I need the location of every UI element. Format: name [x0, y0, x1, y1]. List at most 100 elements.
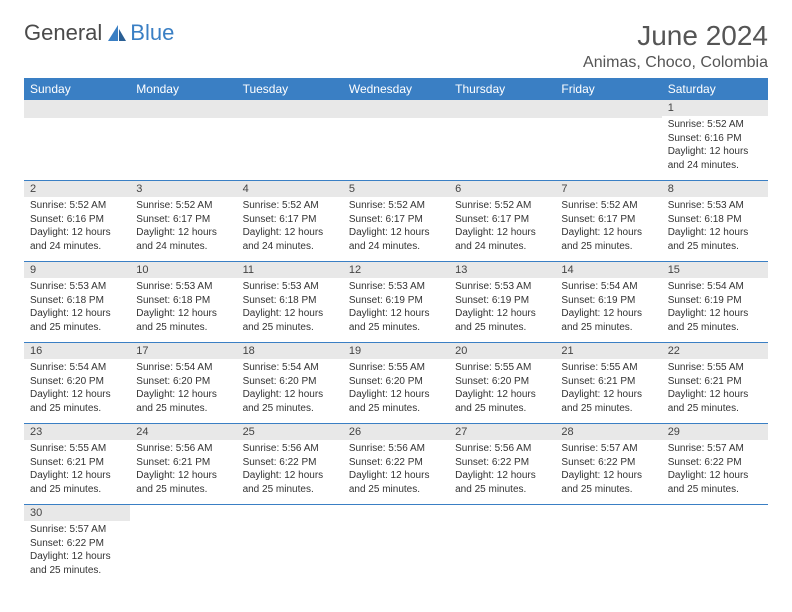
day-details: Sunrise: 5:52 AMSunset: 6:17 PMDaylight:…	[555, 197, 661, 257]
day-details: Sunrise: 5:52 AMSunset: 6:16 PMDaylight:…	[662, 116, 768, 176]
day-details: Sunrise: 5:52 AMSunset: 6:17 PMDaylight:…	[237, 197, 343, 257]
day-details: Sunrise: 5:56 AMSunset: 6:22 PMDaylight:…	[237, 440, 343, 500]
calendar-empty	[449, 100, 555, 181]
logo: General Blue	[24, 20, 174, 46]
weekday-header: Sunday	[24, 78, 130, 100]
day-number: 18	[237, 343, 343, 359]
weekday-header-row: Sunday Monday Tuesday Wednesday Thursday…	[24, 78, 768, 100]
day-number: 13	[449, 262, 555, 278]
calendar-empty	[449, 505, 555, 586]
location: Animas, Choco, Colombia	[583, 54, 768, 72]
day-number: 19	[343, 343, 449, 359]
calendar-day: 4Sunrise: 5:52 AMSunset: 6:17 PMDaylight…	[237, 181, 343, 262]
day-number: 25	[237, 424, 343, 440]
calendar-day: 15Sunrise: 5:54 AMSunset: 6:19 PMDayligh…	[662, 262, 768, 343]
calendar-empty	[662, 505, 768, 586]
calendar-day: 23Sunrise: 5:55 AMSunset: 6:21 PMDayligh…	[24, 424, 130, 505]
calendar-day: 2Sunrise: 5:52 AMSunset: 6:16 PMDaylight…	[24, 181, 130, 262]
calendar-day: 24Sunrise: 5:56 AMSunset: 6:21 PMDayligh…	[130, 424, 236, 505]
day-details: Sunrise: 5:56 AMSunset: 6:22 PMDaylight:…	[343, 440, 449, 500]
calendar-row: 2Sunrise: 5:52 AMSunset: 6:16 PMDaylight…	[24, 181, 768, 262]
day-number: 27	[449, 424, 555, 440]
weekday-header: Thursday	[449, 78, 555, 100]
weekday-header: Monday	[130, 78, 236, 100]
day-number: 21	[555, 343, 661, 359]
day-number: 23	[24, 424, 130, 440]
calendar-empty	[130, 100, 236, 181]
calendar-day: 1Sunrise: 5:52 AMSunset: 6:16 PMDaylight…	[662, 100, 768, 181]
day-number: 8	[662, 181, 768, 197]
day-details: Sunrise: 5:52 AMSunset: 6:17 PMDaylight:…	[343, 197, 449, 257]
calendar-day: 21Sunrise: 5:55 AMSunset: 6:21 PMDayligh…	[555, 343, 661, 424]
calendar-day: 13Sunrise: 5:53 AMSunset: 6:19 PMDayligh…	[449, 262, 555, 343]
day-details: Sunrise: 5:52 AMSunset: 6:16 PMDaylight:…	[24, 197, 130, 257]
calendar-empty	[130, 505, 236, 586]
day-details: Sunrise: 5:53 AMSunset: 6:18 PMDaylight:…	[24, 278, 130, 338]
day-number: 12	[343, 262, 449, 278]
empty-daynum	[449, 100, 555, 118]
day-number: 26	[343, 424, 449, 440]
day-number: 24	[130, 424, 236, 440]
calendar-day: 17Sunrise: 5:54 AMSunset: 6:20 PMDayligh…	[130, 343, 236, 424]
day-details: Sunrise: 5:56 AMSunset: 6:22 PMDaylight:…	[449, 440, 555, 500]
sail-icon	[106, 23, 128, 43]
day-details: Sunrise: 5:54 AMSunset: 6:20 PMDaylight:…	[130, 359, 236, 419]
calendar-row: 9Sunrise: 5:53 AMSunset: 6:18 PMDaylight…	[24, 262, 768, 343]
day-details: Sunrise: 5:53 AMSunset: 6:19 PMDaylight:…	[449, 278, 555, 338]
header: General Blue June 2024 Animas, Choco, Co…	[24, 20, 768, 72]
day-number: 6	[449, 181, 555, 197]
calendar-day: 3Sunrise: 5:52 AMSunset: 6:17 PMDaylight…	[130, 181, 236, 262]
day-details: Sunrise: 5:52 AMSunset: 6:17 PMDaylight:…	[449, 197, 555, 257]
weekday-header: Wednesday	[343, 78, 449, 100]
logo-text-2: Blue	[130, 20, 174, 46]
day-details: Sunrise: 5:52 AMSunset: 6:17 PMDaylight:…	[130, 197, 236, 257]
weekday-header: Tuesday	[237, 78, 343, 100]
calendar-day: 6Sunrise: 5:52 AMSunset: 6:17 PMDaylight…	[449, 181, 555, 262]
day-details: Sunrise: 5:54 AMSunset: 6:20 PMDaylight:…	[24, 359, 130, 419]
calendar-day: 11Sunrise: 5:53 AMSunset: 6:18 PMDayligh…	[237, 262, 343, 343]
day-number: 17	[130, 343, 236, 359]
empty-daynum	[237, 100, 343, 118]
calendar-day: 16Sunrise: 5:54 AMSunset: 6:20 PMDayligh…	[24, 343, 130, 424]
day-number: 4	[237, 181, 343, 197]
calendar-day: 14Sunrise: 5:54 AMSunset: 6:19 PMDayligh…	[555, 262, 661, 343]
day-details: Sunrise: 5:56 AMSunset: 6:21 PMDaylight:…	[130, 440, 236, 500]
calendar-day: 10Sunrise: 5:53 AMSunset: 6:18 PMDayligh…	[130, 262, 236, 343]
day-number: 14	[555, 262, 661, 278]
day-number: 9	[24, 262, 130, 278]
calendar-empty	[555, 505, 661, 586]
calendar-day: 7Sunrise: 5:52 AMSunset: 6:17 PMDaylight…	[555, 181, 661, 262]
calendar-day: 12Sunrise: 5:53 AMSunset: 6:19 PMDayligh…	[343, 262, 449, 343]
calendar-row: 30Sunrise: 5:57 AMSunset: 6:22 PMDayligh…	[24, 505, 768, 586]
day-details: Sunrise: 5:54 AMSunset: 6:20 PMDaylight:…	[237, 359, 343, 419]
empty-daynum	[130, 100, 236, 118]
day-details: Sunrise: 5:57 AMSunset: 6:22 PMDaylight:…	[24, 521, 130, 581]
logo-text-1: General	[24, 20, 102, 46]
month-title: June 2024	[583, 20, 768, 52]
day-details: Sunrise: 5:55 AMSunset: 6:21 PMDaylight:…	[555, 359, 661, 419]
weekday-header: Saturday	[662, 78, 768, 100]
title-block: June 2024 Animas, Choco, Colombia	[583, 20, 768, 72]
day-details: Sunrise: 5:53 AMSunset: 6:19 PMDaylight:…	[343, 278, 449, 338]
day-number: 30	[24, 505, 130, 521]
calendar-day: 5Sunrise: 5:52 AMSunset: 6:17 PMDaylight…	[343, 181, 449, 262]
calendar-day: 22Sunrise: 5:55 AMSunset: 6:21 PMDayligh…	[662, 343, 768, 424]
day-number: 7	[555, 181, 661, 197]
day-number: 28	[555, 424, 661, 440]
calendar-day: 18Sunrise: 5:54 AMSunset: 6:20 PMDayligh…	[237, 343, 343, 424]
day-details: Sunrise: 5:53 AMSunset: 6:18 PMDaylight:…	[237, 278, 343, 338]
day-number: 10	[130, 262, 236, 278]
calendar-empty	[237, 100, 343, 181]
day-details: Sunrise: 5:55 AMSunset: 6:21 PMDaylight:…	[24, 440, 130, 500]
empty-daynum	[343, 100, 449, 118]
calendar-day: 29Sunrise: 5:57 AMSunset: 6:22 PMDayligh…	[662, 424, 768, 505]
day-number: 3	[130, 181, 236, 197]
calendar-day: 25Sunrise: 5:56 AMSunset: 6:22 PMDayligh…	[237, 424, 343, 505]
calendar-table: Sunday Monday Tuesday Wednesday Thursday…	[24, 78, 768, 585]
calendar-empty	[343, 505, 449, 586]
calendar-day: 30Sunrise: 5:57 AMSunset: 6:22 PMDayligh…	[24, 505, 130, 586]
calendar-day: 8Sunrise: 5:53 AMSunset: 6:18 PMDaylight…	[662, 181, 768, 262]
calendar-day: 26Sunrise: 5:56 AMSunset: 6:22 PMDayligh…	[343, 424, 449, 505]
day-number: 20	[449, 343, 555, 359]
day-details: Sunrise: 5:57 AMSunset: 6:22 PMDaylight:…	[555, 440, 661, 500]
